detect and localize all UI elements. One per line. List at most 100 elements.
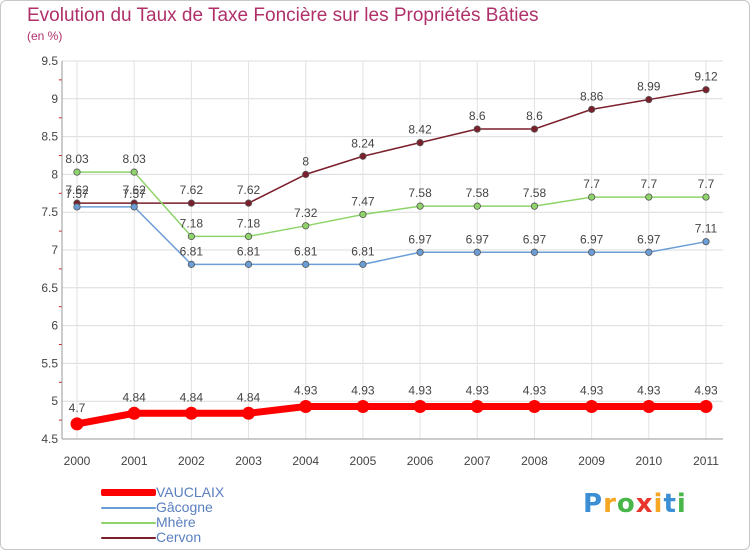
data-point <box>699 399 713 413</box>
data-label: 8.6 <box>469 109 486 123</box>
y-tick-label: 8 <box>51 167 58 181</box>
series-cervon: 7.62 7.62 7.62 7.62 8 8.24 8.42 8.6 8.6 8.86 8.99 9… <box>65 70 718 207</box>
data-label: 7.11 <box>695 222 718 236</box>
brand-letter: o <box>616 489 636 519</box>
legend-swatch <box>101 537 156 539</box>
x-tick-label: 2000 <box>64 454 91 468</box>
data-point <box>527 399 541 413</box>
data-label: 4.84 <box>180 390 204 404</box>
data-label: 6.97 <box>408 232 432 246</box>
data-label: 4.93 <box>523 383 547 397</box>
data-point <box>302 260 310 268</box>
data-label: 6.81 <box>294 244 318 258</box>
data-point <box>588 193 596 201</box>
data-point <box>530 125 539 133</box>
data-label: 8.24 <box>351 136 375 150</box>
series-line <box>76 402 706 428</box>
data-point <box>473 202 481 210</box>
data-point <box>359 210 367 219</box>
y-tick-label: 7 <box>51 243 58 257</box>
data-point <box>588 248 596 256</box>
data-label: 6.81 <box>180 244 204 258</box>
data-point <box>702 193 710 201</box>
data-point <box>359 260 367 268</box>
data-label: 7.58 <box>523 186 547 200</box>
x-tick-label: 2009 <box>578 454 605 468</box>
data-point <box>359 152 367 160</box>
data-label: 4.93 <box>408 383 432 397</box>
x-tick-label: 2001 <box>121 454 148 468</box>
data-label: 4.93 <box>637 383 661 397</box>
legend-swatch <box>101 507 156 509</box>
y-tick-label: 6 <box>51 319 58 333</box>
data-point <box>356 399 370 413</box>
data-point <box>187 260 195 268</box>
series-line <box>77 206 707 266</box>
legend-label: Cervon <box>156 529 202 545</box>
brand-letter: r <box>603 489 617 519</box>
data-point <box>299 399 313 413</box>
data-point <box>473 125 481 133</box>
legend-label: Gâcogne <box>156 499 213 515</box>
legend-label: VAUCLAIX <box>156 484 225 500</box>
chart-title: Evolution du Taux de Taxe Foncière sur l… <box>27 5 539 26</box>
data-point <box>244 232 253 240</box>
x-tick-label: 2004 <box>292 454 319 468</box>
data-label: 8.03 <box>65 152 89 166</box>
x-tick-label: 2011 <box>693 454 719 468</box>
data-label: 7.18 <box>237 216 261 230</box>
data-point <box>530 248 539 256</box>
data-label: 6.81 <box>237 244 261 258</box>
data-label: 6.97 <box>637 232 661 246</box>
data-point <box>73 203 81 211</box>
legend-swatch <box>101 522 156 524</box>
data-point <box>242 406 256 420</box>
y-tick-label: 9 <box>51 92 58 106</box>
data-point <box>588 105 596 113</box>
brand-letter: i <box>653 489 664 519</box>
brand-letter: i <box>676 489 687 519</box>
data-point <box>416 202 424 210</box>
series-gâcogne: 7.57 7.57 6.81 6.81 6.81 6.81 6.97 6.97 6.97 6.97… <box>65 187 718 268</box>
series-vauclaix: 4.7 4.84 4.84 4.84 4.93 4.93 4.93 4.93 4.93 4.93 4… <box>69 383 718 431</box>
data-label: 9.12 <box>694 70 718 84</box>
data-label: 4.93 <box>294 383 318 397</box>
data-label: 4.93 <box>580 383 604 397</box>
data-label: 7.57 <box>123 187 147 201</box>
x-tick-label: 2005 <box>350 454 377 468</box>
y-tick-label: 8.5 <box>41 130 58 144</box>
data-label: 4.84 <box>237 390 261 404</box>
data-point <box>702 238 710 246</box>
data-point <box>416 139 424 147</box>
data-label: 7.57 <box>65 187 89 201</box>
data-label: 7.62 <box>123 183 147 197</box>
data-label: 7.62 <box>237 183 261 197</box>
x-tick-label: 2007 <box>464 454 491 468</box>
data-label: 7.58 <box>466 186 490 200</box>
data-label: 6.97 <box>523 232 547 246</box>
data-label: 8.03 <box>123 152 147 166</box>
data-label: 7.47 <box>351 194 375 208</box>
data-point <box>187 232 195 240</box>
legend-swatch <box>101 489 156 496</box>
data-label: 7.62 <box>180 183 204 197</box>
data-label: 6.81 <box>351 244 375 258</box>
unit-label: (en %) <box>27 29 63 43</box>
data-label: 8.42 <box>408 123 432 137</box>
data-label: 8 <box>302 154 309 168</box>
series-mhère: 8.03 8.03 7.18 7.18 7.32 7.47 7.58 7.58 7.58 7.7 7… <box>65 152 715 240</box>
data-point <box>73 168 81 176</box>
series-line <box>77 88 707 204</box>
legend-label: Mhère <box>156 514 196 530</box>
data-point <box>530 202 539 210</box>
data-point <box>642 399 656 413</box>
data-point <box>302 222 310 230</box>
data-label: 7.58 <box>408 186 432 200</box>
data-label: 6.97 <box>580 232 604 246</box>
data-point <box>473 248 481 256</box>
brand-letter: P <box>583 489 604 519</box>
x-tick-label: 2010 <box>635 454 662 468</box>
y-tick-label: 9.5 <box>41 54 58 68</box>
